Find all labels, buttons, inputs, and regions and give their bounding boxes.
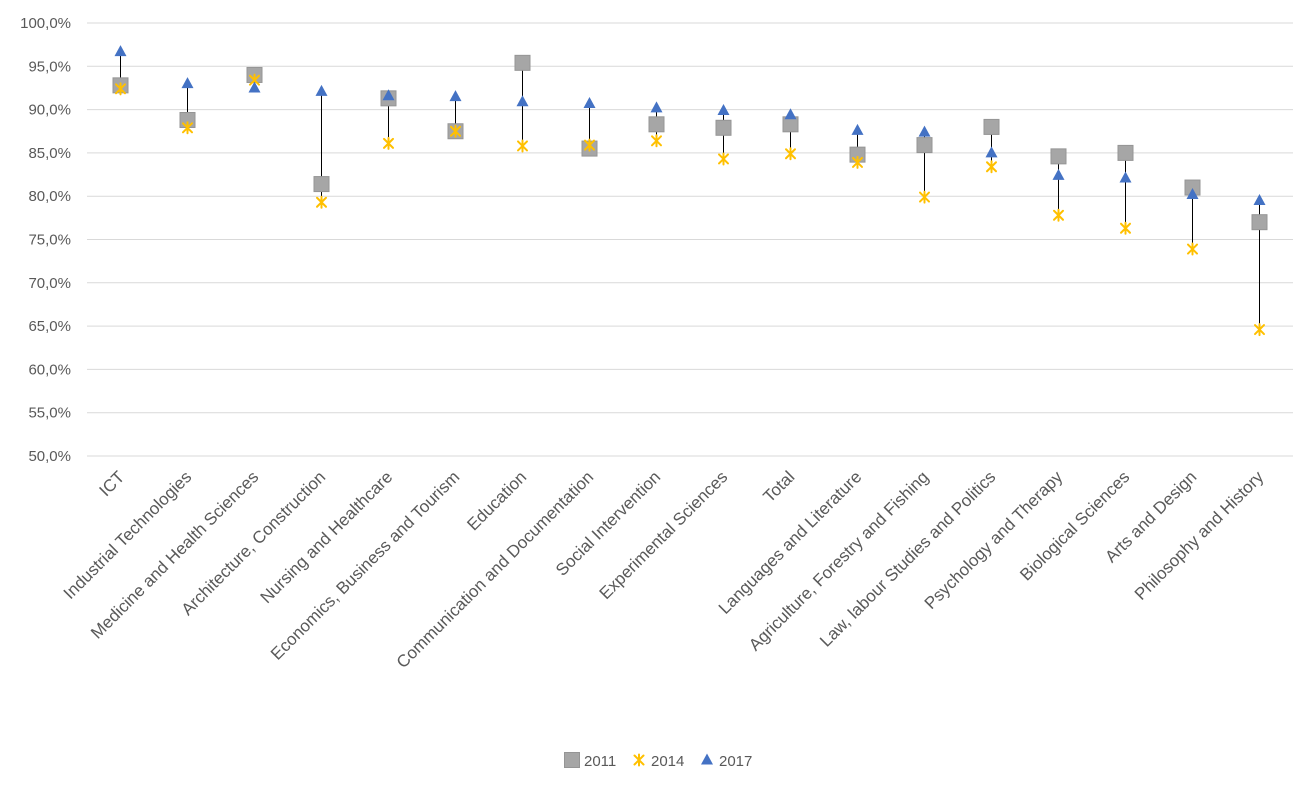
marker-2017 bbox=[1119, 171, 1132, 183]
y-tick-label: 70,0% bbox=[28, 275, 71, 292]
marker-2011 bbox=[313, 176, 330, 193]
y-tick-label: 80,0% bbox=[28, 188, 71, 205]
marker-2017 bbox=[851, 123, 864, 135]
marker-2011 bbox=[1050, 148, 1067, 165]
marker-2014 bbox=[852, 155, 863, 169]
marker-2017 bbox=[1052, 168, 1065, 180]
x-tick-label: ICT bbox=[96, 467, 129, 500]
legend-item-2014: 2014 bbox=[633, 753, 684, 770]
marker-2014 bbox=[517, 139, 528, 153]
marker-2017 bbox=[717, 103, 730, 115]
marker-2014 bbox=[1120, 221, 1131, 235]
marker-2014 bbox=[450, 124, 461, 138]
y-tick-label: 55,0% bbox=[28, 405, 71, 422]
marker-2017 bbox=[248, 81, 261, 93]
marker-2014 bbox=[1254, 323, 1265, 337]
y-tick-label: 95,0% bbox=[28, 58, 71, 75]
marker-2011 bbox=[715, 119, 732, 136]
legend-marker-2014 bbox=[633, 753, 645, 767]
marker-2017 bbox=[181, 77, 194, 89]
marker-2011 bbox=[916, 137, 933, 154]
marker-2017 bbox=[114, 45, 127, 57]
x-tick-label: Biological Sciences bbox=[1016, 467, 1133, 584]
marker-2014 bbox=[115, 82, 126, 96]
marker-2017 bbox=[784, 108, 797, 120]
drop-lines bbox=[120, 51, 1260, 330]
x-tick-label: Total bbox=[759, 467, 798, 506]
legend-label: 2017 bbox=[719, 753, 752, 770]
marker-2014 bbox=[718, 152, 729, 166]
marker-2017 bbox=[918, 125, 931, 137]
marker-2014 bbox=[651, 134, 662, 148]
marker-2017 bbox=[449, 90, 462, 102]
marker-2017 bbox=[583, 97, 596, 109]
marker-2017 bbox=[315, 84, 328, 96]
legend-item-2011: 2011 bbox=[564, 752, 616, 770]
x-tick-label: Philosophy and History bbox=[1131, 467, 1268, 604]
y-tick-label: 65,0% bbox=[28, 318, 71, 335]
y-axis-ticks: 50,0% 55,0% 60,0% 65,0% 70,0% 75,0% 80,0% 85,0%… bbox=[20, 15, 71, 465]
x-tick-label: Experimental Sciences bbox=[596, 467, 732, 603]
y-tick-label: 100,0% bbox=[20, 15, 71, 32]
marker-2011 bbox=[983, 118, 1000, 135]
legend-label: 2014 bbox=[651, 753, 684, 770]
marker-2017 bbox=[1253, 194, 1266, 206]
legend-marker-2017 bbox=[701, 753, 713, 765]
x-tick-label: Industrial Technologies bbox=[60, 467, 196, 603]
marker-2014 bbox=[316, 195, 327, 209]
data-markers bbox=[112, 45, 1268, 337]
marker-2014 bbox=[1187, 242, 1198, 256]
marker-2011 bbox=[514, 54, 531, 71]
y-tick-label: 85,0% bbox=[28, 145, 71, 162]
marker-2014 bbox=[182, 121, 193, 135]
marker-2014 bbox=[584, 138, 595, 152]
marker-2011 bbox=[1251, 214, 1268, 231]
x-tick-label: Education bbox=[463, 467, 530, 534]
marker-2017 bbox=[650, 101, 663, 113]
marker-2017 bbox=[1186, 187, 1199, 199]
x-tick-label: Psychology and Therapy bbox=[921, 467, 1067, 613]
marker-2014 bbox=[383, 136, 394, 150]
y-tick-label: 60,0% bbox=[28, 361, 71, 378]
marker-2014 bbox=[986, 160, 997, 174]
y-tick-label: 75,0% bbox=[28, 232, 71, 249]
marker-2011 bbox=[1117, 144, 1134, 161]
marker-2014 bbox=[785, 147, 796, 161]
y-tick-label: 90,0% bbox=[28, 102, 71, 119]
marker-2017 bbox=[985, 146, 998, 158]
legend: 2011 2014 2017 bbox=[564, 752, 752, 770]
legend-label: 2011 bbox=[584, 753, 616, 770]
marker-2017 bbox=[516, 95, 529, 107]
marker-2014 bbox=[1053, 208, 1064, 222]
gridlines bbox=[87, 22, 1293, 457]
marker-2014 bbox=[919, 190, 930, 204]
x-tick-label: Nursing and Healthcare bbox=[257, 467, 397, 607]
legend-item-2017: 2017 bbox=[701, 753, 752, 770]
y-tick-label: 50,0% bbox=[28, 448, 71, 465]
legend-marker-2011 bbox=[564, 752, 580, 768]
marker-2011 bbox=[648, 116, 665, 133]
marker-2017 bbox=[382, 89, 395, 101]
